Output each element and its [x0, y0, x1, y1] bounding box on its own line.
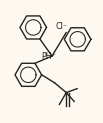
Text: Cl⁻: Cl⁻	[56, 22, 68, 31]
Text: PH⁺: PH⁺	[42, 52, 56, 61]
